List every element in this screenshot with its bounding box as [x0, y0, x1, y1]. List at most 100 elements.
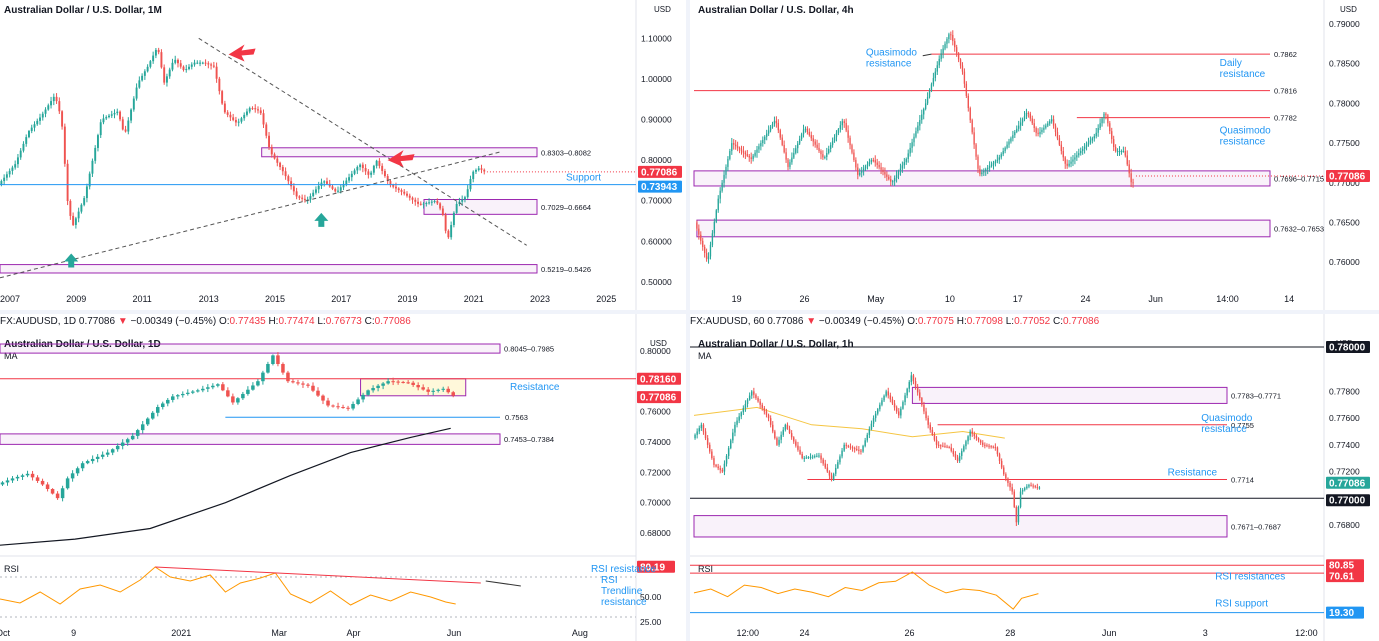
- hourly-candle-body: [914, 381, 917, 387]
- monthly-candle-body: [455, 203, 458, 213]
- monthly-candle-body: [389, 181, 392, 186]
- monthly-candle-body: [72, 215, 75, 225]
- hourly-candle-body: [759, 401, 761, 405]
- 4h-candle-body: [1070, 161, 1072, 164]
- x-tick-label: 9: [71, 628, 76, 638]
- hourly-candle-body: [1021, 489, 1024, 492]
- 4h-candle-body: [733, 143, 735, 145]
- monthly-candle-body: [66, 163, 69, 201]
- daily-candle-body: [95, 456, 100, 459]
- 4h-candle-body: [707, 256, 710, 260]
- daily-candle-body: [201, 388, 205, 391]
- 4h-candle-body: [969, 108, 971, 121]
- 4h-candle-body: [1062, 151, 1064, 158]
- monthly-candle-body: [174, 59, 177, 63]
- hourly-candle-body: [860, 450, 862, 452]
- x-tick-label: 2013: [199, 294, 219, 304]
- monthly-candle-body: [16, 157, 19, 165]
- hourly-candle-body: [891, 399, 894, 404]
- 4h-candle-body: [857, 167, 859, 175]
- y-tick-label: 0.77400: [1329, 440, 1360, 450]
- daily-zone-label: 0.8045–0.7985: [504, 345, 554, 354]
- panel-monthly[interactable]: Australian Dollar / U.S. Dollar, 1M USD 0.…: [0, 0, 686, 310]
- hourly-candle-body: [746, 399, 749, 404]
- rsi-support-badge-bg: [1326, 606, 1364, 619]
- 4h-candle-body: [888, 176, 890, 180]
- daily-candle-body: [181, 393, 185, 396]
- 4h-candle-body: [983, 170, 985, 173]
- 4h-candle-body: [1099, 123, 1101, 128]
- monthly-candle-body: [251, 108, 254, 110]
- hourly-candle-body: [906, 388, 908, 396]
- daily-candle-body: [30, 473, 35, 478]
- monthly-candle-body: [80, 204, 83, 212]
- chart-title: Australian Dollar / U.S. Dollar, 4h: [698, 5, 854, 16]
- panel-divider-vertical[interactable]: [686, 0, 690, 641]
- monthly-candle-body: [215, 66, 218, 79]
- hourly-candle-body: [732, 432, 734, 441]
- panel-hourly[interactable]: Australian Dollar / U.S. Dollar, 1hMAUSD…: [690, 314, 1379, 641]
- hourly-candle-body: [1019, 491, 1022, 507]
- 4h-candle-body: [967, 95, 969, 109]
- monthly-candle-body: [433, 200, 436, 202]
- hourly-candle-body: [958, 455, 961, 461]
- 4h-candle-body: [727, 158, 729, 167]
- 4h-candle-body: [734, 144, 737, 147]
- monthly-candle-body: [110, 114, 113, 116]
- 4h-candle-body: [1114, 147, 1117, 152]
- 4h-candle-body: [789, 162, 791, 167]
- close-label: C:: [364, 316, 375, 327]
- 4h-candle-body: [948, 34, 950, 40]
- hourly-candle-body: [1000, 460, 1003, 468]
- panel-4h[interactable]: Australian Dollar / U.S. Dollar, 4h USD 0.…: [690, 0, 1379, 310]
- 4h-candle-body: [946, 39, 948, 44]
- monthly-candle-body: [469, 179, 472, 190]
- monthly-candle-body: [477, 168, 480, 171]
- 4h-candle-body: [740, 149, 743, 152]
- 4h-candle-body: [1056, 131, 1059, 139]
- daily-candle-body: [436, 389, 440, 391]
- hourly-candle-body: [765, 411, 768, 415]
- rsi-tick-label: 50.00: [640, 592, 662, 602]
- hourly-candle-body: [1017, 506, 1020, 523]
- daily-candle-body: [25, 473, 30, 476]
- 4h-candle-body: [959, 59, 962, 66]
- 4h-candle-body: [1060, 144, 1063, 152]
- x-tick-label: 28: [1005, 628, 1015, 638]
- x-tick-label: 2009: [66, 294, 86, 304]
- panel-daily[interactable]: Australian Dollar / U.S. Dollar, 1DMAUSD…: [0, 314, 686, 641]
- hourly-candle-body: [946, 446, 948, 448]
- open-label: O:: [907, 316, 918, 327]
- moving-average-line: [693, 406, 1005, 439]
- monthly-candle-body: [356, 167, 359, 171]
- 4h-candle-body: [810, 135, 812, 139]
- 4h-candle-body: [709, 244, 712, 257]
- monthly-candle-body: [179, 63, 182, 67]
- monthly-candle-body: [88, 173, 91, 187]
- 4h-candle-body: [992, 162, 995, 165]
- y-tick-label: 0.60000: [641, 236, 672, 246]
- rsi-value-badge-bg: [637, 560, 675, 573]
- 4h-candle-body: [905, 158, 907, 163]
- hourly-candle-body: [730, 440, 732, 449]
- monthly-candle-body: [408, 195, 411, 198]
- monthly-candle-body: [480, 168, 483, 170]
- daily-candle-body: [100, 454, 105, 457]
- hourly-candle-body: [853, 448, 856, 450]
- monthly-candle-body: [116, 111, 119, 114]
- y-tick-label: 0.77600: [1329, 413, 1360, 423]
- 4h-candle-body: [864, 166, 867, 169]
- 4h-candle-body: [1120, 151, 1123, 153]
- monthly-candle-body: [44, 109, 47, 114]
- annotation-text: resistance: [1220, 137, 1266, 148]
- 4h-candle-body: [766, 133, 768, 137]
- hourly-candle-body: [793, 437, 795, 442]
- monthly-candle-body: [439, 203, 442, 209]
- hourly-candle-body: [748, 395, 751, 400]
- 4h-candle-body: [1130, 173, 1132, 183]
- panel-divider-horizontal[interactable]: [0, 310, 1379, 314]
- hourly-candle-body: [935, 439, 938, 445]
- 4h-candle-body: [806, 128, 809, 132]
- hourly-zone: [693, 515, 1228, 538]
- hourly-candle-body: [839, 456, 841, 463]
